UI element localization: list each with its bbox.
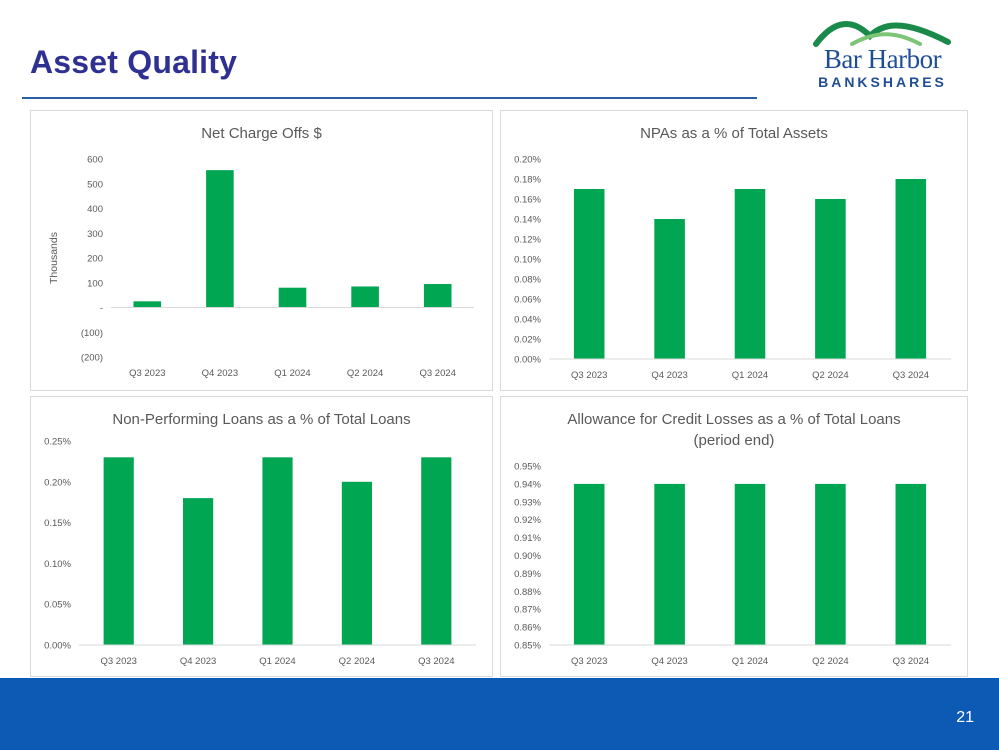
y-tick-label: 600 <box>87 155 103 166</box>
mountain-logo-icon <box>813 21 951 47</box>
company-logo: Bar Harbor BANKSHARES <box>800 14 970 94</box>
bar <box>351 286 379 308</box>
bar <box>423 283 452 308</box>
bar <box>573 189 605 359</box>
y-tick-label: 0.91% <box>514 533 541 544</box>
y-axis-title: Thousands <box>48 232 60 284</box>
y-tick-label: 0.92% <box>514 515 541 526</box>
y-tick-label: 0.06% <box>514 295 541 306</box>
npl-chart: Non-Performing Loans as a % of Total Loa… <box>44 411 476 667</box>
y-tick-label: 0.04% <box>514 315 541 326</box>
y-tick-label: 0.25% <box>44 437 71 448</box>
y-tick-label: 0.93% <box>514 497 541 508</box>
x-tick-label: Q1 2024 <box>259 656 295 667</box>
y-tick-label: 0.00% <box>44 641 71 652</box>
bar <box>421 457 452 645</box>
page-number: 21 <box>956 709 974 726</box>
y-tick-label: 0.00% <box>514 355 541 366</box>
title-underline <box>22 97 757 99</box>
logo-wordmark: Bar Harbor <box>823 44 942 74</box>
x-tick-label: Q2 2024 <box>812 656 848 667</box>
bar <box>573 483 605 645</box>
bar <box>815 483 846 645</box>
y-tick-label: 0.18% <box>514 175 541 186</box>
chart-title: Allowance for Credit Losses as a % of To… <box>567 411 900 428</box>
x-tick-label: Q1 2024 <box>274 368 310 379</box>
x-tick-label: Q3 2023 <box>129 368 165 379</box>
x-tick-label: Q3 2024 <box>418 656 454 667</box>
y-tick-label: 0.12% <box>514 235 541 246</box>
y-tick-label: 0.10% <box>514 255 541 266</box>
chart-panel-allowance: Allowance for Credit Losses as a % of To… <box>500 396 968 677</box>
npas-chart: NPAs as a % of Total Assets 0.00% 0.02% 0.0… <box>514 125 951 381</box>
y-tick-label: 0.94% <box>514 479 541 490</box>
chart-panel-npl: Non-Performing Loans as a % of Total Loa… <box>30 396 493 677</box>
chart-title: Non-Performing Loans as a % of Total Loa… <box>112 411 410 428</box>
x-tick-label: Q1 2024 <box>732 656 768 667</box>
y-tick-label: 0.20% <box>514 155 541 166</box>
y-tick-label: 0.86% <box>514 623 541 634</box>
bar <box>262 457 293 645</box>
y-tick-label: 200 <box>87 254 103 265</box>
x-tick-label: Q4 2023 <box>180 656 216 667</box>
bar <box>734 483 766 645</box>
x-tick-label: Q2 2024 <box>812 370 848 381</box>
x-tick-label: Q3 2024 <box>419 368 455 379</box>
x-tick-label: Q3 2024 <box>893 370 929 381</box>
y-tick-label: 100 <box>87 278 103 289</box>
y-tick-label: 0.02% <box>514 335 541 346</box>
page-title: Asset Quality <box>30 44 238 80</box>
y-tick-label: (200) <box>81 353 103 364</box>
x-tick-label: Q4 2023 <box>651 370 687 381</box>
x-tick-label: Q4 2023 <box>202 368 238 379</box>
chart-panel-npas: NPAs as a % of Total Assets 0.00% 0.02% 0.0… <box>500 110 968 391</box>
x-tick-label: Q4 2023 <box>651 656 687 667</box>
bar <box>815 199 846 359</box>
y-tick-label: 0.95% <box>514 462 541 473</box>
bar <box>654 483 685 645</box>
x-tick-label: Q3 2023 <box>571 370 607 381</box>
x-tick-label: Q3 2023 <box>100 656 136 667</box>
y-tick-label: 0.87% <box>514 605 541 616</box>
chart-title: (period end) <box>694 432 775 449</box>
bar <box>734 189 766 359</box>
bar <box>654 219 685 359</box>
x-tick-label: Q2 2024 <box>339 656 375 667</box>
chart-panel-net-charge-offs: Net Charge Offs $ (200) (100) - 100 200 300 400… <box>30 110 493 391</box>
footer-bar: 21 <box>0 678 999 750</box>
x-tick-label: Q3 2024 <box>893 656 929 667</box>
y-tick-label: 0.20% <box>44 477 71 488</box>
bar <box>206 170 234 308</box>
bar <box>895 179 927 359</box>
logo-subtitle: BANKSHARES <box>818 74 947 90</box>
y-tick-label: 500 <box>87 179 103 190</box>
x-tick-label: Q1 2024 <box>732 370 768 381</box>
bar <box>278 287 307 308</box>
y-tick-label: 400 <box>87 204 103 215</box>
y-tick-label: 0.08% <box>514 275 541 286</box>
x-tick-label: Q2 2024 <box>347 368 383 379</box>
y-tick-label: 0.16% <box>514 195 541 206</box>
y-tick-label: 300 <box>87 229 103 240</box>
chart-title: Net Charge Offs $ <box>201 125 322 142</box>
bar <box>895 483 927 645</box>
bar <box>133 301 162 308</box>
y-tick-label: 0.10% <box>44 559 71 570</box>
chart-title: NPAs as a % of Total Assets <box>640 125 828 142</box>
x-tick-label: Q3 2023 <box>571 656 607 667</box>
net-charge-offs-chart: Net Charge Offs $ (200) (100) - 100 200 300 400… <box>48 125 474 379</box>
bar <box>341 481 372 645</box>
y-tick-label: - <box>100 303 103 314</box>
allowance-chart: Allowance for Credit Losses as a % of To… <box>514 411 951 667</box>
bar <box>183 498 214 645</box>
y-tick-label: 0.14% <box>514 215 541 226</box>
bar <box>103 457 134 645</box>
y-tick-label: 0.15% <box>44 518 71 529</box>
y-tick-label: 0.90% <box>514 551 541 562</box>
y-tick-label: 0.89% <box>514 569 541 580</box>
y-tick-label: 0.88% <box>514 587 541 598</box>
y-tick-label: (100) <box>81 328 103 339</box>
y-tick-label: 0.05% <box>44 600 71 611</box>
y-tick-label: 0.85% <box>514 641 541 652</box>
